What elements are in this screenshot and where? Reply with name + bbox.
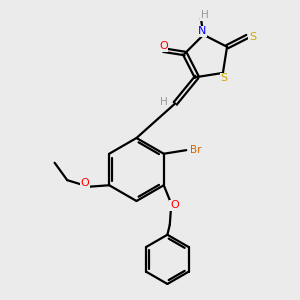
Text: H: H — [201, 11, 208, 20]
Text: S: S — [249, 32, 256, 42]
Text: H: H — [160, 97, 168, 107]
Text: S: S — [220, 73, 227, 83]
Text: N: N — [198, 26, 206, 36]
Text: Br: Br — [190, 145, 202, 155]
Text: O: O — [81, 178, 90, 188]
Text: O: O — [170, 200, 179, 210]
Text: O: O — [159, 41, 168, 51]
